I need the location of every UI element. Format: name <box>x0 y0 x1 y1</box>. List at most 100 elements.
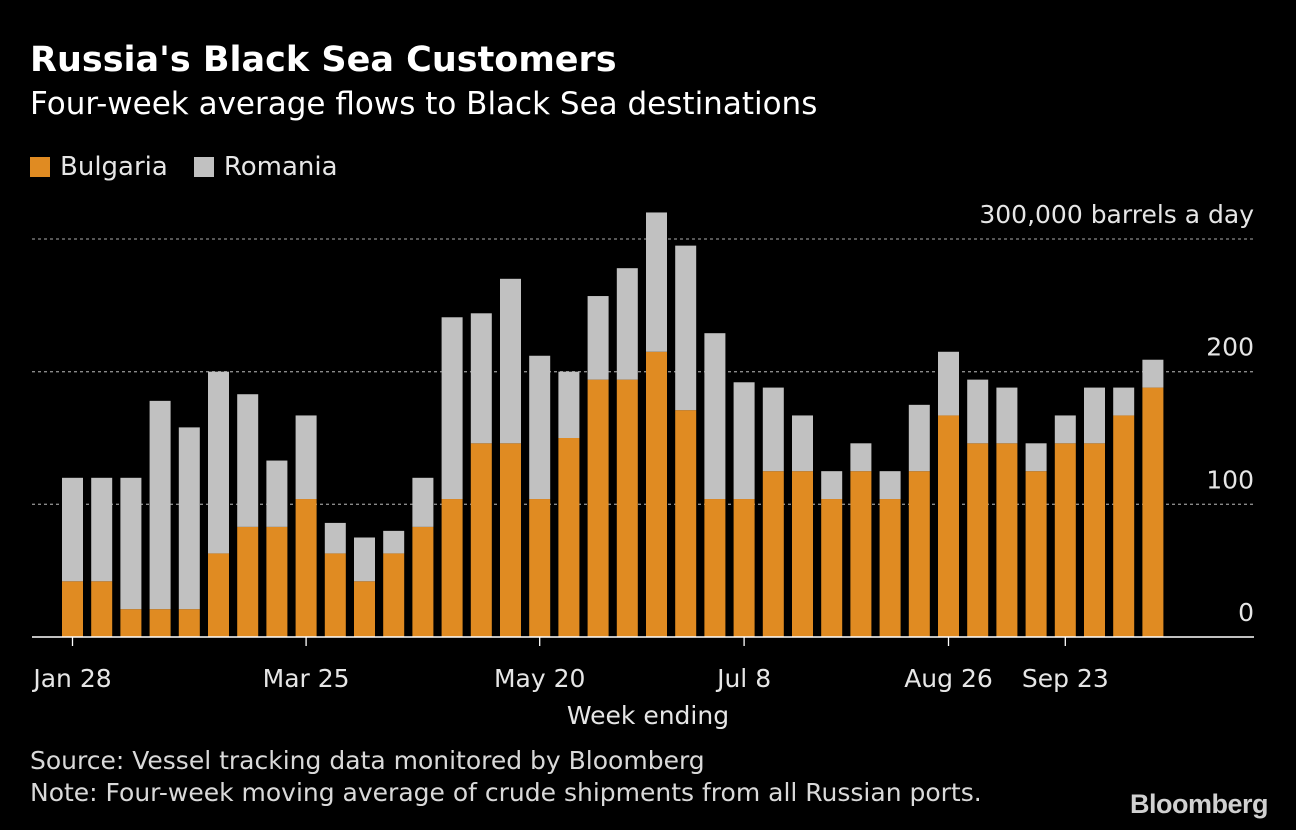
bar-bulgaria-5 <box>208 553 229 637</box>
legend-item-bulgaria: Bulgaria <box>30 152 168 182</box>
bar-romania-24 <box>762 387 784 472</box>
bar-bulgaria-1 <box>91 581 113 637</box>
bar-romania-34 <box>1054 415 1076 444</box>
bar-romania-3 <box>149 400 171 610</box>
bar-bulgaria-22 <box>704 499 726 637</box>
bar-bulgaria-18 <box>587 379 609 637</box>
bar-romania-36 <box>1113 387 1135 416</box>
legend-label-romania: Romania <box>223 152 338 182</box>
bar-bulgaria-23 <box>733 499 755 637</box>
bar-romania-7 <box>266 460 288 527</box>
bar-romania-25 <box>792 415 813 472</box>
bar-bulgaria-27 <box>850 471 872 637</box>
bar-romania-19 <box>616 268 638 380</box>
bar-bulgaria-10 <box>354 581 375 637</box>
bar-romania-15 <box>500 278 521 444</box>
bar-bulgaria-17 <box>558 438 580 637</box>
x-tick-label: Jan 28 <box>31 664 111 693</box>
footnote: Note: Four-week moving average of crude … <box>30 778 982 807</box>
bar-romania-23 <box>733 382 755 500</box>
x-tick-label: Mar 25 <box>263 664 350 693</box>
source-note: Source: Vessel tracking data monitored b… <box>30 746 705 775</box>
bar-bulgaria-7 <box>266 526 288 637</box>
bar-bulgaria-4 <box>178 609 200 637</box>
bar-bulgaria-6 <box>237 526 259 637</box>
x-tick-label: May 20 <box>494 664 585 693</box>
bar-romania-35 <box>1084 387 1105 444</box>
chart-title: Russia's Black Sea Customers <box>30 40 617 80</box>
bar-romania-11 <box>383 530 405 554</box>
bar-bulgaria-11 <box>383 553 405 637</box>
bar-romania-6 <box>237 394 259 527</box>
bar-romania-5 <box>208 371 229 554</box>
bloomberg-logo: Bloomberg <box>1129 789 1269 819</box>
bar-bulgaria-36 <box>1113 415 1135 637</box>
bar-romania-4 <box>178 427 200 610</box>
bar-bulgaria-14 <box>470 443 492 637</box>
bar-bulgaria-24 <box>762 471 784 637</box>
bar-romania-30 <box>938 351 959 416</box>
bar-bulgaria-13 <box>441 499 463 637</box>
x-tick-label: Jul 8 <box>715 664 771 693</box>
bar-bulgaria-19 <box>616 379 638 637</box>
y-tick-label: 200 <box>1206 333 1254 362</box>
x-tick-label: Sep 23 <box>1022 664 1109 693</box>
bar-bulgaria-37 <box>1142 387 1164 637</box>
bar-bulgaria-0 <box>62 581 83 637</box>
legend: Bulgaria Romania <box>30 152 364 182</box>
bar-romania-0 <box>62 477 83 582</box>
bar-romania-28 <box>879 471 901 500</box>
chart-subtitle: Four-week average flows to Black Sea des… <box>30 86 818 122</box>
bar-romania-18 <box>587 296 609 380</box>
bar-bulgaria-30 <box>938 415 959 637</box>
bar-bulgaria-15 <box>500 443 521 637</box>
bar-romania-12 <box>412 477 434 527</box>
bar-bulgaria-21 <box>675 410 697 637</box>
legend-swatch-bulgaria <box>30 157 50 177</box>
bar-romania-8 <box>295 415 317 500</box>
bar-romania-26 <box>821 471 843 500</box>
bar-bulgaria-2 <box>120 609 142 637</box>
legend-label-bulgaria: Bulgaria <box>60 152 168 182</box>
bar-bulgaria-28 <box>879 499 901 637</box>
bar-romania-31 <box>967 379 989 444</box>
x-tick-label: Aug 26 <box>904 664 993 693</box>
bar-romania-27 <box>850 443 872 472</box>
bar-bulgaria-3 <box>149 609 171 637</box>
bar-romania-21 <box>675 245 697 411</box>
bar-romania-9 <box>324 522 346 554</box>
bar-romania-10 <box>354 537 375 582</box>
bar-bulgaria-29 <box>908 471 930 637</box>
legend-swatch-romania <box>193 157 214 177</box>
bar-bulgaria-35 <box>1084 443 1105 637</box>
bar-bulgaria-34 <box>1054 443 1076 637</box>
bar-bulgaria-8 <box>295 499 317 637</box>
bar-romania-16 <box>529 355 551 500</box>
bar-romania-1 <box>91 477 113 582</box>
bar-bulgaria-31 <box>967 443 989 637</box>
bar-bulgaria-33 <box>1025 471 1047 637</box>
bar-bulgaria-9 <box>324 553 346 637</box>
bar-romania-33 <box>1025 443 1047 472</box>
bar-romania-37 <box>1142 359 1164 388</box>
bar-romania-2 <box>120 477 142 610</box>
y-tick-label: 0 <box>1238 598 1254 627</box>
bar-romania-13 <box>441 317 463 500</box>
bar-bulgaria-26 <box>821 499 843 637</box>
y-tick-label: 100 <box>1206 465 1254 494</box>
bar-bulgaria-20 <box>646 351 667 637</box>
bar-romania-20 <box>646 212 667 352</box>
bar-bulgaria-32 <box>996 443 1018 637</box>
x-axis-label: Week ending <box>567 701 729 730</box>
bar-romania-14 <box>470 313 492 444</box>
bar-bulgaria-25 <box>792 471 813 637</box>
bar-bulgaria-16 <box>529 499 551 637</box>
bar-romania-32 <box>996 387 1018 444</box>
bar-bulgaria-12 <box>412 526 434 637</box>
bar-romania-29 <box>908 404 930 472</box>
y-tick-label: 300,000 barrels a day <box>979 200 1254 229</box>
bar-romania-17 <box>558 371 580 438</box>
legend-item-romania: Romania <box>193 152 338 182</box>
bar-romania-22 <box>704 333 726 500</box>
